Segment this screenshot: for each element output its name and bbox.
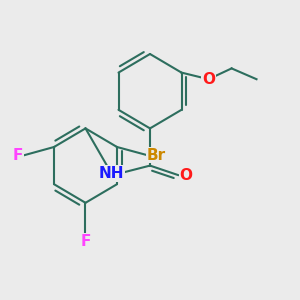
- Text: F: F: [13, 148, 23, 163]
- Text: O: O: [202, 72, 215, 87]
- Text: NH: NH: [98, 166, 124, 181]
- Text: O: O: [179, 168, 193, 183]
- Text: Br: Br: [146, 148, 166, 163]
- Text: F: F: [80, 234, 91, 249]
